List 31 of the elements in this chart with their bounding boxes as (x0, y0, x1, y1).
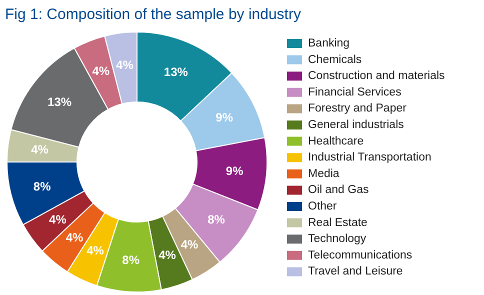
legend-label: Technology (308, 233, 366, 246)
legend-label: Banking (308, 38, 350, 50)
legend-label: Industrial Transportation (308, 152, 432, 164)
legend-label: Media (308, 168, 340, 180)
legend-label: Healthcare (308, 135, 364, 148)
data-label: 9% (216, 110, 234, 125)
data-label: 4% (86, 244, 104, 258)
data-label: 4% (116, 58, 134, 72)
chart-title: Fig 1: Composition of the sample by industry (5, 6, 302, 23)
legend-label: Construction and materials (308, 70, 446, 82)
legend-label: General industrials (308, 119, 404, 131)
data-label: 9% (226, 164, 244, 178)
data-label: 4% (49, 212, 67, 227)
legend-label: Telecommunications (308, 249, 412, 262)
legend-label: Financial Services (308, 86, 402, 98)
data-label: 13% (164, 65, 188, 80)
data-label: 8% (208, 212, 226, 227)
data-label: 8% (33, 179, 52, 194)
data-label: 4% (66, 230, 84, 245)
data-label: 4% (31, 142, 49, 157)
legend-label: Other (308, 200, 337, 212)
data-label: 4% (180, 238, 199, 252)
legend-label: Real Estate (308, 216, 368, 229)
data-label: 4% (158, 248, 176, 262)
legend-label: Chemicals (308, 54, 362, 66)
data-label: 13% (48, 94, 72, 109)
legend-label: Travel and Leisure (308, 266, 403, 278)
legend-label: Oil and Gas (308, 184, 369, 196)
data-label: 8% (122, 252, 140, 267)
legend-label: Forestry and Paper (308, 102, 407, 115)
data-label: 4% (92, 64, 110, 78)
